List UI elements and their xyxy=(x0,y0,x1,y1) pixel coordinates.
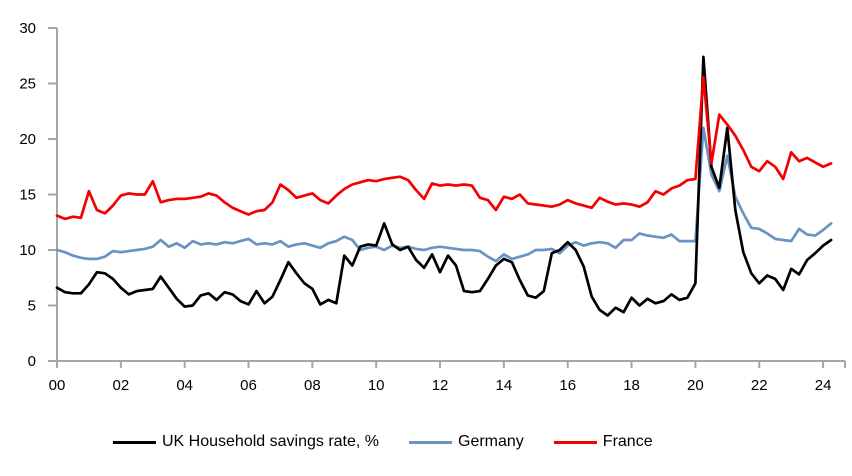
x-tick-label: 20 xyxy=(687,377,704,394)
y-tick-label: 0 xyxy=(28,353,36,370)
series-line-germany xyxy=(55,126,833,263)
x-tick-label: 06 xyxy=(240,377,257,394)
legend-label-france: France xyxy=(602,433,653,450)
legend-item-uk: UK Household savings rate, % xyxy=(113,433,379,451)
x-tick-label: 16 xyxy=(559,377,576,394)
germany-line-sample-icon xyxy=(409,440,452,444)
y-tick-label: 25 xyxy=(19,76,36,93)
x-tick-label: 18 xyxy=(623,377,640,394)
x-tick-label: 00 xyxy=(49,377,66,394)
legend-item-france: France xyxy=(553,433,653,451)
legend-label-uk: UK Household savings rate, % xyxy=(162,433,379,450)
x-tick-label: 02 xyxy=(112,377,129,394)
y-tick-label: 15 xyxy=(19,187,36,204)
x-tick-label: 08 xyxy=(304,377,321,394)
x-tick-label: 14 xyxy=(496,377,513,394)
y-tick-label: 5 xyxy=(28,298,36,315)
x-tick-label: 04 xyxy=(176,377,193,394)
x-tick-label: 24 xyxy=(815,377,832,394)
legend-item-germany: Germany xyxy=(409,433,524,451)
y-tick-label: 30 xyxy=(19,20,36,37)
legend: UK Household savings rate, % Germany Fra… xyxy=(113,433,653,451)
legend-label-germany: Germany xyxy=(458,433,524,450)
uk-line-sample-icon xyxy=(113,440,156,444)
y-tick-label: 20 xyxy=(19,131,36,148)
y-tick-label: 10 xyxy=(19,242,36,259)
x-tick-label: 10 xyxy=(368,377,385,394)
x-tick-label: 22 xyxy=(751,377,768,394)
x-tick-label: 12 xyxy=(432,377,449,394)
series-line-france xyxy=(55,75,833,221)
france-line-sample-icon xyxy=(553,440,597,444)
